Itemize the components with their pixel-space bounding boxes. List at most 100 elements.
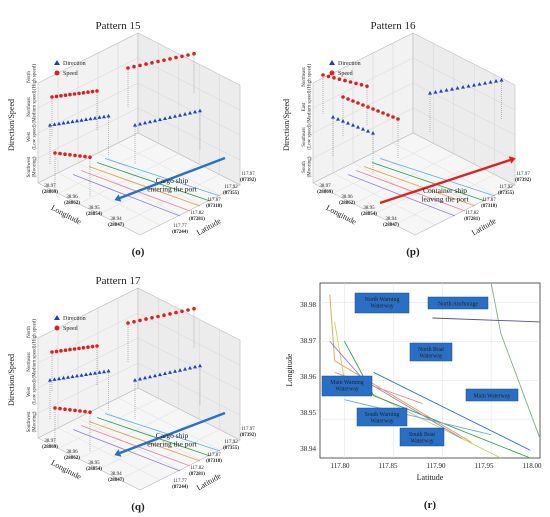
grid-line bbox=[137, 312, 241, 366]
grid-line bbox=[137, 337, 241, 391]
waterway-line bbox=[344, 399, 492, 436]
region-label-text: North Warning Waterway bbox=[365, 297, 400, 309]
direction-point bbox=[153, 373, 157, 378]
z-tick-label: East(Medium speed) bbox=[302, 90, 313, 123]
speed-point bbox=[68, 408, 72, 412]
speed-point bbox=[376, 109, 380, 113]
direction-point bbox=[143, 375, 147, 380]
grid-line bbox=[412, 107, 516, 161]
grid-line bbox=[78, 408, 179, 460]
direction-point bbox=[168, 115, 172, 119]
waterway-line bbox=[104, 158, 221, 197]
lon-tick-value: 38.97 bbox=[44, 184, 56, 189]
direction-point bbox=[57, 121, 61, 126]
speed-point bbox=[156, 59, 160, 64]
speed-point bbox=[83, 154, 87, 159]
legend-speed-marker bbox=[329, 70, 335, 76]
lat-tick-sub: (87392) bbox=[240, 178, 256, 183]
direction-point bbox=[88, 116, 93, 121]
direction-point bbox=[193, 109, 197, 114]
direction-point bbox=[84, 372, 88, 376]
lon-tick-value: 38.96 bbox=[341, 195, 353, 200]
lat-tick-value: 117.97 bbox=[241, 172, 255, 177]
lat-tick-sub: (87355) bbox=[223, 446, 239, 451]
region-label-box bbox=[354, 292, 410, 314]
z-tick-label: West(Low speed) bbox=[27, 124, 38, 149]
grid-line bbox=[137, 82, 241, 136]
grid-line bbox=[394, 174, 495, 225]
grid-line bbox=[137, 57, 241, 111]
legend-direction-label: Direction bbox=[63, 316, 86, 322]
direction-point bbox=[93, 116, 97, 120]
grid-line bbox=[312, 82, 414, 134]
panel-o: Pattern 15 Direction Speed Direction/Speed N… bbox=[7, 20, 256, 258]
trajectory-arrow bbox=[119, 156, 226, 200]
direction-point bbox=[433, 90, 438, 94]
direction-point bbox=[93, 371, 97, 375]
direction-point bbox=[66, 120, 70, 124]
speed-point bbox=[174, 310, 178, 315]
region-label-text: North Boat Waterway bbox=[418, 347, 444, 359]
speed-point bbox=[346, 97, 350, 101]
x-tick-label: 117.85 bbox=[379, 462, 398, 470]
direction-point bbox=[361, 127, 365, 131]
direction-point bbox=[75, 118, 79, 123]
grid-line bbox=[57, 427, 161, 481]
lat-tick-value: 117.77 bbox=[173, 479, 187, 484]
direction-point bbox=[366, 129, 370, 133]
lat-tick-sub: (87244) bbox=[172, 230, 188, 235]
direction-point bbox=[163, 116, 167, 120]
annotation-text: Cargo ship entering the port bbox=[147, 176, 197, 193]
speed-point bbox=[168, 57, 172, 61]
region-label-box bbox=[399, 427, 445, 447]
speed-point bbox=[83, 409, 87, 414]
z-tick-label: North(High speed) bbox=[27, 319, 38, 345]
lat-tick-value: 117.97 bbox=[241, 427, 255, 432]
lon-axis-label: Longitude bbox=[50, 458, 84, 482]
speed-point bbox=[54, 94, 59, 99]
speed-point bbox=[58, 151, 62, 156]
grid-line bbox=[58, 398, 159, 449]
panel-title: Pattern 16 bbox=[371, 20, 416, 32]
grid-line bbox=[119, 429, 220, 480]
direction-point bbox=[158, 117, 162, 122]
direction-point bbox=[178, 113, 182, 117]
waterway-line bbox=[96, 162, 211, 202]
lat-tick-sub: (87281) bbox=[189, 217, 205, 222]
annotation-text: Cargo ship entering the port bbox=[147, 431, 197, 448]
speed-point bbox=[68, 153, 72, 157]
legend-direction-marker bbox=[329, 60, 335, 65]
waterway-line bbox=[432, 317, 541, 323]
direction-point bbox=[494, 79, 498, 83]
lon-tick-sub: (28854) bbox=[86, 467, 102, 472]
waterway-line bbox=[490, 282, 541, 439]
direction-point bbox=[466, 84, 471, 88]
direction-point bbox=[193, 364, 197, 369]
waterway-line bbox=[88, 421, 201, 462]
lon-tick-value: 38.94 bbox=[110, 217, 122, 222]
speed-point bbox=[72, 347, 77, 351]
grid-line bbox=[392, 142, 496, 196]
speed-point bbox=[391, 115, 395, 119]
speed-point bbox=[343, 78, 347, 83]
legend-speed-label: Speed bbox=[338, 71, 353, 77]
lat-tick-value: 117.92 bbox=[499, 185, 513, 190]
y-tick-label: 38.98 bbox=[300, 301, 316, 309]
speed-point bbox=[162, 313, 166, 317]
speed-point bbox=[81, 346, 86, 350]
panel-title: Pattern 15 bbox=[96, 20, 141, 32]
region-label-box bbox=[427, 296, 489, 310]
panel-title: Pattern 17 bbox=[96, 275, 141, 287]
direction-point bbox=[461, 85, 465, 89]
grid-line bbox=[99, 163, 200, 215]
trajectory-arrow bbox=[379, 158, 511, 205]
y-tick-label: 38.97 bbox=[300, 337, 316, 345]
legend-direction-marker bbox=[54, 315, 60, 320]
direction-point bbox=[57, 376, 61, 381]
annotation-text: Container ship leaving the port bbox=[421, 186, 469, 203]
lon-tick-value: 38.97 bbox=[44, 439, 56, 444]
grid-line bbox=[119, 174, 220, 225]
direction-point bbox=[48, 123, 52, 127]
trajectory-arrow-head bbox=[114, 194, 122, 202]
